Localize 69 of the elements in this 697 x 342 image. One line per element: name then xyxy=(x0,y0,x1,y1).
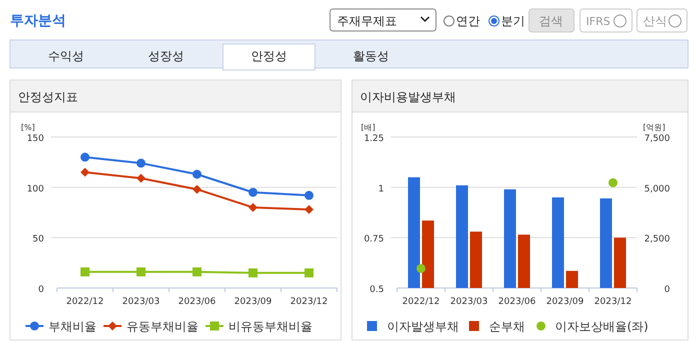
text: IFRS xyxy=(586,15,610,28)
point xyxy=(136,267,146,276)
y2-tick-label: 5,000 xyxy=(644,184,670,194)
x-tick-label: 2023/06 xyxy=(498,297,536,307)
point xyxy=(304,204,314,214)
x-tick-label: 2023/06 xyxy=(178,297,216,307)
x-tick-label: 2023/03 xyxy=(450,297,488,307)
text: 분기 xyxy=(501,14,525,28)
text: 투자분석 xyxy=(10,13,66,29)
chart-title: 이자비용발생부채 xyxy=(360,90,456,104)
y2-axis-title: [억원] xyxy=(643,123,666,132)
legend-label: 유동부채비율 xyxy=(126,320,198,334)
text: 안정성 xyxy=(251,49,287,63)
point xyxy=(192,170,202,179)
y2-tick-label: 7,500 xyxy=(644,134,670,144)
point xyxy=(248,188,258,197)
y-axis-title: [%] xyxy=(21,123,35,132)
text: 검색 xyxy=(539,14,563,28)
y-tick-label: 0 xyxy=(38,285,44,295)
bar xyxy=(504,189,516,288)
x-tick-label: 2023/12 xyxy=(594,297,632,307)
text: 산식 xyxy=(643,14,667,28)
x-tick-label: 2022/12 xyxy=(402,297,440,307)
bar xyxy=(518,234,530,288)
text: 수익성 xyxy=(48,49,84,63)
chart-title: 안정성지표 xyxy=(18,90,78,104)
text: 주재무제표 xyxy=(337,14,397,28)
point xyxy=(248,202,258,212)
bar xyxy=(470,232,482,288)
point xyxy=(80,267,90,276)
point xyxy=(304,190,314,200)
text: 연간 xyxy=(456,14,480,28)
y-tick-label: 50 xyxy=(32,234,44,245)
y-tick-label: 0.5 xyxy=(370,285,384,295)
text: 성장성 xyxy=(148,49,184,63)
x-tick-label: 2023/03 xyxy=(122,297,160,307)
bar xyxy=(456,185,468,288)
bar xyxy=(422,220,434,288)
point xyxy=(248,268,258,278)
y-tick-label: 1 xyxy=(378,184,384,194)
point xyxy=(304,268,314,278)
legend-label: 부채비율 xyxy=(48,320,96,334)
legend-label: 순부채 xyxy=(489,320,525,334)
legend-label: 이자발생부채 xyxy=(387,320,459,334)
legend-label: 비유동부채비율 xyxy=(228,320,312,334)
y2-tick-label: 2,500 xyxy=(644,234,670,245)
bar xyxy=(600,198,612,288)
bar xyxy=(408,177,420,288)
bar xyxy=(566,270,578,288)
y-tick-label: 1.25 xyxy=(364,134,384,144)
point xyxy=(192,184,202,194)
x-tick-label: 2022/12 xyxy=(66,297,104,307)
text: 활동성 xyxy=(353,49,389,63)
legend-label: 이자보상배율(좌) xyxy=(555,320,648,334)
point xyxy=(80,168,90,177)
point xyxy=(136,174,146,183)
point xyxy=(80,152,90,162)
x-tick-label: 2023/12 xyxy=(290,297,328,307)
point xyxy=(136,158,146,168)
y2-tick-label: 0 xyxy=(664,285,670,295)
point xyxy=(192,267,202,276)
y-axis-title: [배] xyxy=(361,123,376,132)
x-tick-label: 2023/09 xyxy=(234,297,272,307)
y-tick-label: 150 xyxy=(26,134,44,144)
y-tick-label: 100 xyxy=(26,184,44,194)
bar xyxy=(552,197,564,288)
x-tick-label: 2023/09 xyxy=(546,297,584,307)
y-tick-label: 0.75 xyxy=(364,234,384,245)
bar xyxy=(614,238,626,288)
